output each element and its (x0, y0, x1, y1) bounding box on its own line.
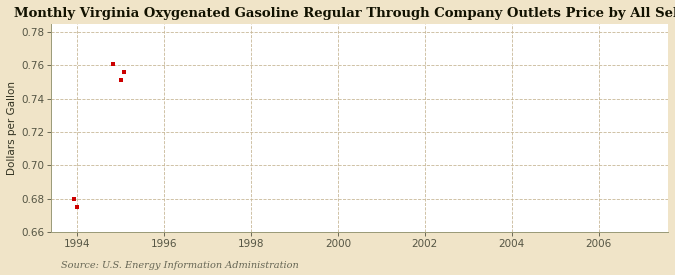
Point (115, 78, 126, 83)
Title: Monthly Virginia Oxygenated Gasoline Regular Through Company Outlets Price by Al: Monthly Virginia Oxygenated Gasoline Reg… (14, 7, 675, 20)
Point (72, 205, 82, 209)
Point (68, 196, 79, 201)
Point (119, 70, 130, 74)
Point (108, 62, 119, 66)
Text: Source: U.S. Energy Information Administration: Source: U.S. Energy Information Administ… (61, 260, 298, 270)
Y-axis label: Dollars per Gallon: Dollars per Gallon (7, 81, 17, 175)
